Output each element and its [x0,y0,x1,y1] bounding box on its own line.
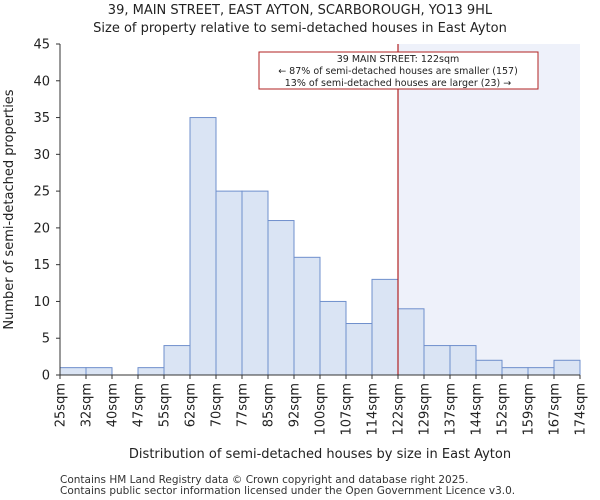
x-axis-label: Distribution of semi-detached houses by … [129,447,511,462]
bar-77sqm [241,190,269,376]
bar-47sqm [137,367,165,376]
y-tick-label: 40 [33,74,50,89]
x-tick-label: 62sqm [184,383,199,427]
bar-55sqm [163,345,191,376]
x-tick-label: 85sqm [262,383,277,427]
x-tick-label: 25sqm [54,383,69,427]
larger-region-shading [398,44,580,375]
bar-62sqm [189,117,217,376]
bar-32sqm [85,367,113,376]
y-tick-label: 10 [33,295,50,310]
bar-129sqm [423,345,451,376]
x-tick-label: 47sqm [132,383,147,427]
y-tick-label: 5 [42,332,50,347]
bar-167sqm [553,359,581,376]
x-tick-label: 174sqm [574,383,589,436]
y-tick-label: 45 [33,38,50,53]
x-tick-label: 167sqm [548,383,563,436]
x-tick-label: 107sqm [340,383,355,436]
y-axis-ticks: 0 5 10 15 20 25 30 35 40 45 [33,38,60,384]
x-tick-label: 92sqm [288,383,303,427]
bar-70sqm [215,190,243,376]
y-tick-label: 0 [42,369,50,384]
bars [59,117,581,376]
x-tick-label: 114sqm [366,383,381,436]
footer-line-2: Contains public sector information licen… [60,485,516,497]
footer-line-1: Contains HM Land Registry data © Crown c… [60,474,469,486]
bar-152sqm [501,367,529,376]
y-axis-label: Number of semi-detached properties [2,89,17,329]
x-tick-label: 122sqm [392,383,407,436]
y-tick-label: 15 [33,258,50,273]
y-tick-label: 35 [33,111,50,126]
x-tick-label: 55sqm [158,383,173,427]
x-tick-label: 129sqm [418,383,433,436]
annotation-box: 39 MAIN STREET: 122sqm ← 87% of semi-det… [258,51,539,90]
annotation-border [258,51,539,90]
chart-title: 39, MAIN STREET, EAST AYTON, SCARBOROUGH… [107,3,493,18]
bar-159sqm [527,367,555,376]
y-tick-label: 30 [33,148,50,163]
chart-subtitle: Size of property relative to semi-detach… [93,21,507,36]
x-tick-label: 70sqm [210,383,225,427]
bar-92sqm [293,256,321,376]
bar-100sqm [319,300,347,376]
bar-137sqm [449,345,477,376]
annotation-line-3: 13% of semi-detached houses are larger (… [285,78,512,89]
bar-107sqm [345,323,373,376]
x-tick-label: 100sqm [314,383,329,436]
y-tick-label: 25 [33,185,50,200]
bar-144sqm [475,359,503,376]
y-tick-label: 20 [33,221,50,236]
annotation-line-2: ← 87% of semi-detached houses are smalle… [278,66,518,77]
bar-122sqm [397,308,425,376]
annotation-line-1: 39 MAIN STREET: 122sqm [337,54,460,65]
x-tick-label: 77sqm [236,383,251,427]
x-tick-label: 144sqm [470,383,485,436]
bar-25sqm [59,367,87,376]
x-axis-ticks: 25sqm 32sqm 40sqm 47sqm 55sqm 62sqm 70sqm 77sqm… [54,375,589,436]
x-tick-label: 32sqm [80,383,95,427]
x-tick-label: 152sqm [496,383,511,436]
x-tick-label: 137sqm [444,383,459,436]
bar-114sqm [371,278,399,376]
x-tick-label: 40sqm [106,383,121,427]
x-tick-label: 159sqm [522,383,537,436]
bar-85sqm [267,220,295,376]
